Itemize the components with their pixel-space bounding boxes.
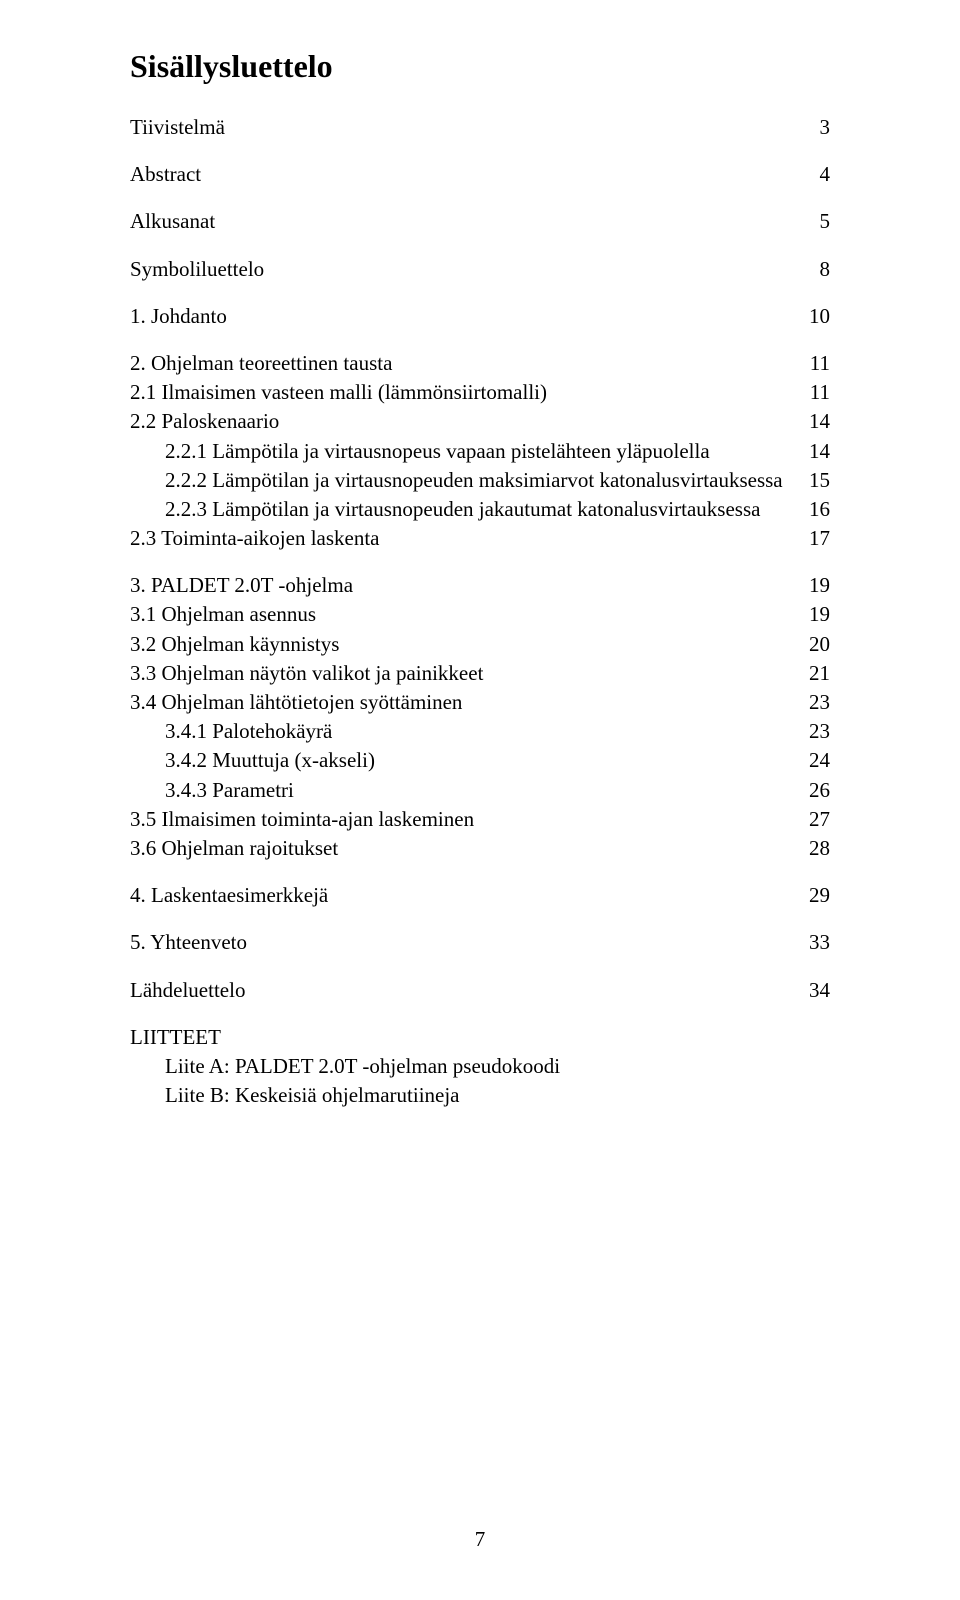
toc-label: 3.4.3 Parametri (165, 778, 294, 803)
toc-label: 3. PALDET 2.0T -ohjelma (130, 573, 353, 598)
toc-entry: 3.4.1 Palotehokäyrä 23 (130, 719, 830, 744)
toc-entry: 2. Ohjelman teoreettinen tausta 11 (130, 351, 830, 376)
toc-label: 2.3 Toiminta-aikojen laskenta (130, 526, 380, 551)
toc-label: 1. Johdanto (130, 304, 227, 329)
toc-page: 19 (809, 602, 830, 627)
toc-page: 15 (809, 468, 830, 493)
toc-label: 3.1 Ohjelman asennus (130, 602, 316, 627)
toc-entry: 3.4.2 Muuttuja (x-akseli) 24 (130, 748, 830, 773)
page-title: Sisällysluettelo (130, 48, 830, 85)
spacer (130, 861, 830, 883)
toc-page: 34 (809, 978, 830, 1003)
toc-entry: Tiivistelmä 3 (130, 115, 830, 140)
toc-label: 2.2 Paloskenaario (130, 409, 279, 434)
spacer (130, 140, 830, 162)
toc-label: 4. Laskentaesimerkkejä (130, 883, 328, 908)
toc-page: 8 (820, 257, 831, 282)
toc-entry: 3. PALDET 2.0T -ohjelma 19 (130, 573, 830, 598)
toc-entry: 4. Laskentaesimerkkejä 29 (130, 883, 830, 908)
toc-label: Alkusanat (130, 209, 215, 234)
toc-entry: 2.2.1 Lämpötila ja virtausnopeus vapaan … (130, 439, 830, 464)
spacer (130, 956, 830, 978)
toc-entry: Symboliluettelo 8 (130, 257, 830, 282)
toc-page: 20 (809, 632, 830, 657)
toc-page: 28 (809, 836, 830, 861)
toc-entry: 2.3 Toiminta-aikojen laskenta 17 (130, 526, 830, 551)
toc-label: Lähdeluettelo (130, 978, 245, 1003)
toc-label: Liite B: Keskeisiä ohjelmarutiineja (165, 1083, 460, 1108)
toc-page: 4 (820, 162, 831, 187)
toc-label: 3.2 Ohjelman käynnistys (130, 632, 339, 657)
toc-entry: 3.5 Ilmaisimen toiminta-ajan laskeminen 2… (130, 807, 830, 832)
toc-page: 26 (809, 778, 830, 803)
toc-entry: 3.3 Ohjelman näytön valikot ja painikkee… (130, 661, 830, 686)
toc-entry: 2.2.2 Lämpötilan ja virtausnopeuden maks… (130, 468, 830, 493)
spacer (130, 282, 830, 304)
spacer (130, 329, 830, 351)
toc-entry: 3.6 Ohjelman rajoitukset 28 (130, 836, 830, 861)
toc-entry: Liite A: PALDET 2.0T -ohjelman pseudokoo… (130, 1054, 830, 1079)
toc-page: 14 (809, 409, 830, 434)
toc-label: 3.5 Ilmaisimen toiminta-ajan laskeminen (130, 807, 474, 832)
toc-label: Tiivistelmä (130, 115, 225, 140)
toc-page: 10 (809, 304, 830, 329)
toc-label: 2. Ohjelman teoreettinen tausta (130, 351, 392, 376)
toc-page: 23 (809, 690, 830, 715)
toc-entry: 2.2 Paloskenaario 14 (130, 409, 830, 434)
toc-entry: LIITTEET (130, 1025, 830, 1050)
spacer (130, 235, 830, 257)
toc-page: 11 (810, 380, 830, 405)
spacer (130, 908, 830, 930)
toc-entry: 1. Johdanto 10 (130, 304, 830, 329)
spacer (130, 551, 830, 573)
toc-page: 17 (809, 526, 830, 551)
toc-page: 33 (809, 930, 830, 955)
toc-label: 3.4 Ohjelman lähtötietojen syöttäminen (130, 690, 462, 715)
toc-label: 2.2.2 Lämpötilan ja virtausnopeuden maks… (165, 468, 783, 493)
toc-entry: 3.4.3 Parametri 26 (130, 778, 830, 803)
toc-page: 27 (809, 807, 830, 832)
toc-label: LIITTEET (130, 1025, 221, 1050)
toc-page: 16 (809, 497, 830, 522)
toc-page: 3 (820, 115, 831, 140)
toc-label: 3.4.1 Palotehokäyrä (165, 719, 332, 744)
toc-page: 14 (809, 439, 830, 464)
toc-entry: 3.1 Ohjelman asennus 19 (130, 602, 830, 627)
table-of-contents: Tiivistelmä 3 Abstract 4 Alkusanat 5 Symbolilu… (130, 115, 830, 1108)
toc-entry: 3.4 Ohjelman lähtötietojen syöttäminen 23 (130, 690, 830, 715)
spacer (130, 1003, 830, 1025)
spacer (130, 187, 830, 209)
page-number: 7 (0, 1527, 960, 1552)
toc-label: 2.2.3 Lämpötilan ja virtausnopeuden jaka… (165, 497, 760, 522)
toc-label: Symboliluettelo (130, 257, 264, 282)
page: Sisällysluettelo Tiivistelmä 3 Abstract 4 Al… (0, 0, 960, 1600)
toc-entry: 3.2 Ohjelman käynnistys 20 (130, 632, 830, 657)
toc-label: 3.3 Ohjelman näytön valikot ja painikkee… (130, 661, 483, 686)
toc-page: 19 (809, 573, 830, 598)
toc-page: 5 (820, 209, 831, 234)
toc-label: 3.4.2 Muuttuja (x-akseli) (165, 748, 375, 773)
toc-entry: Lähdeluettelo 34 (130, 978, 830, 1003)
toc-entry: Alkusanat 5 (130, 209, 830, 234)
toc-page: 24 (809, 748, 830, 773)
toc-page: 23 (809, 719, 830, 744)
toc-page: 29 (809, 883, 830, 908)
toc-label: 2.2.1 Lämpötila ja virtausnopeus vapaan … (165, 439, 710, 464)
toc-entry: 5. Yhteenveto 33 (130, 930, 830, 955)
toc-page: 21 (809, 661, 830, 686)
toc-entry: Liite B: Keskeisiä ohjelmarutiineja (130, 1083, 830, 1108)
toc-page: 11 (810, 351, 830, 376)
toc-entry: Abstract 4 (130, 162, 830, 187)
toc-label: 5. Yhteenveto (130, 930, 247, 955)
toc-label: 2.1 Ilmaisimen vasteen malli (lämmönsiir… (130, 380, 547, 405)
toc-entry: 2.2.3 Lämpötilan ja virtausnopeuden jaka… (130, 497, 830, 522)
toc-label: Abstract (130, 162, 201, 187)
toc-label: Liite A: PALDET 2.0T -ohjelman pseudokoo… (165, 1054, 560, 1079)
toc-entry: 2.1 Ilmaisimen vasteen malli (lämmönsiir… (130, 380, 830, 405)
toc-label: 3.6 Ohjelman rajoitukset (130, 836, 338, 861)
